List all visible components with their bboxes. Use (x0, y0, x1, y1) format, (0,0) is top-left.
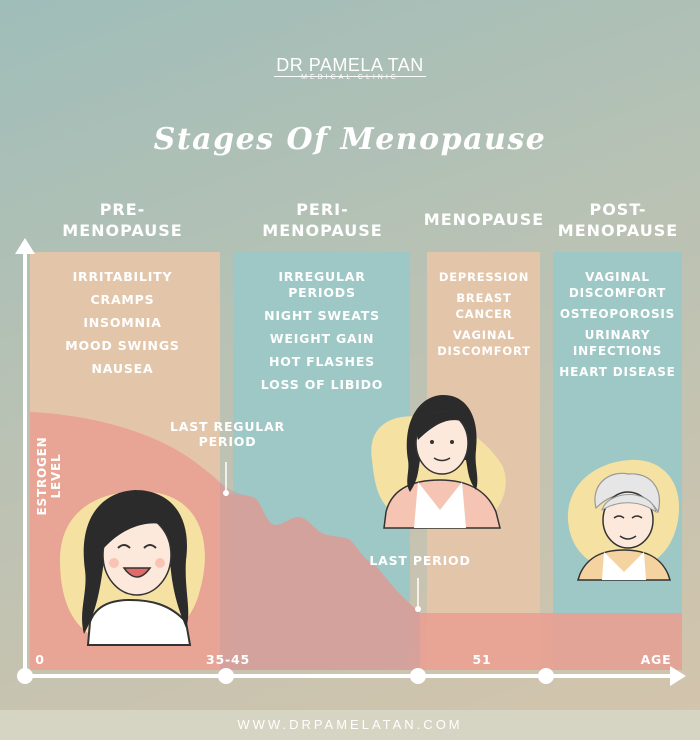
x-tick-35-45: 35-45 (206, 652, 250, 667)
elderly-woman-icon (567, 459, 680, 581)
symptom-item: HOT FLASHES (269, 354, 375, 369)
brand-name: DR PAMELA TAN (274, 55, 426, 77)
y-axis-label: ESTROGEN LEVEL (35, 436, 63, 516)
x-tick-51: 51 (472, 652, 492, 667)
stage-heading-post-menopause: POST- MENOPAUSE (557, 200, 679, 240)
stage-heading-menopause: MENOPAUSE (423, 210, 545, 229)
x-axis-point-51 (410, 668, 426, 684)
estrogen-level-overlay (220, 482, 420, 670)
last-regular-period-dot (223, 490, 229, 496)
symptoms-peri-menopause: IRREGULAR PERIODS NIGHT SWEATS WEIGHT GA… (252, 269, 392, 400)
symptoms-pre-menopause: IRRITABILITY CRAMPS INSOMNIA MOOD SWINGS… (40, 269, 205, 384)
x-axis-point-post (538, 668, 554, 684)
symptoms-post-menopause: VAGINAL DISCOMFORT OSTEOPOROSIS URINARY … (555, 269, 680, 385)
symptoms-menopause: DEPRESSION BREAST CANCER VAGINAL DISCOMF… (430, 269, 538, 364)
stages-diagram (15, 238, 686, 686)
last-regular-period-label: LAST REGULAR PERIOD (170, 419, 285, 449)
last-period-dot (415, 606, 421, 612)
x-axis-arrow (670, 666, 686, 686)
symptom-item: URINARY INFECTIONS (572, 328, 663, 358)
symptom-item: HEART DISEASE (559, 365, 676, 379)
symptom-item: LOSS OF LIBIDO (260, 377, 384, 392)
stage-heading-peri-menopause: PERI- MENOPAUSE (262, 200, 383, 240)
symptom-item: NAUSEA (91, 361, 154, 376)
x-tick-0: 0 (35, 652, 45, 667)
last-period-label: LAST PERIOD (369, 553, 471, 568)
symptom-item: VAGINAL DISCOMFORT (568, 270, 667, 300)
x-axis-point-35-45 (218, 668, 234, 684)
symptom-item: CRAMPS (90, 292, 155, 307)
middle-aged-woman-icon (371, 394, 506, 529)
y-axis-arrow (15, 238, 35, 254)
x-tick-age: AGE (640, 652, 672, 667)
x-axis-point-0 (17, 668, 33, 684)
symptom-item: NIGHT SWEATS (264, 308, 380, 323)
page-title: Stages Of Menopause (153, 122, 547, 157)
symptom-item: WEIGHT GAIN (269, 331, 375, 346)
symptom-item: IRRITABILITY (72, 269, 173, 284)
symptom-item: BREAST CANCER (455, 291, 513, 321)
symptom-item: DEPRESSION (438, 270, 530, 284)
young-woman-icon (60, 490, 205, 646)
footer-website: WWW.DRPAMELATAN.COM (0, 710, 700, 740)
stage-heading-pre-menopause: PRE- MENOPAUSE (62, 200, 183, 240)
symptom-item: VAGINAL DISCOMFORT (437, 328, 531, 358)
panel-post-menopause (553, 252, 682, 670)
symptom-item: OSTEOPOROSIS (559, 307, 676, 321)
brand-subtitle: MEDICAL CLINIC (301, 74, 399, 81)
symptom-item: INSOMNIA (83, 315, 162, 330)
symptom-item: MOOD SWINGS (65, 338, 180, 353)
symptom-item: IRREGULAR PERIODS (278, 269, 366, 300)
